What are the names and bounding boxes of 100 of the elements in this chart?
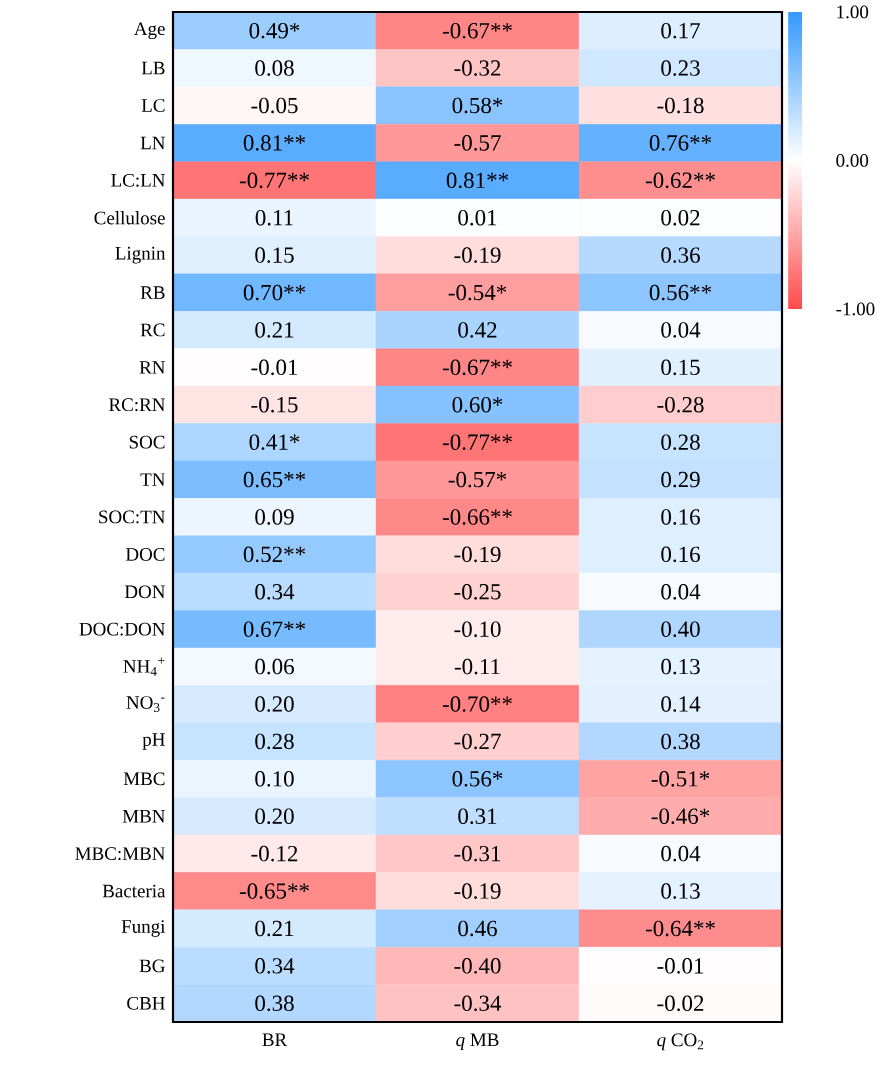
data-label: 0.04 (661, 322, 701, 338)
data-label: 0.16 (661, 546, 700, 563)
data-label: -0.32 (454, 60, 501, 76)
data-label: 0.41* (249, 434, 300, 450)
data-label: -0.15 (251, 396, 298, 413)
data-label: -0.77** (442, 434, 512, 450)
y-tick-label: Bacteria (102, 884, 166, 898)
data-label: 0.06 (255, 658, 294, 675)
data-label: -0.19 (454, 883, 501, 899)
data-label: 0.36 (661, 247, 700, 263)
data-label: 0.46 (458, 920, 497, 937)
data-label: -0.25 (454, 584, 501, 600)
y-tick-label: DON (124, 585, 166, 599)
y-tick-label: NH$_{4}$+ (123, 657, 165, 676)
data-label: 0.20 (255, 808, 294, 825)
data-label: -0.65** (239, 883, 309, 899)
data-label: -0.27 (454, 733, 501, 750)
data-label: -0.18 (657, 97, 704, 114)
data-label: 0.08 (255, 60, 294, 76)
data-label: -0.01 (657, 958, 704, 974)
data-label: 0.34 (255, 584, 295, 600)
x-tick-label: q MB (456, 1033, 499, 1051)
data-label: -0.51* (651, 771, 710, 787)
data-label: 0.81** (446, 172, 509, 189)
y-tick-label: MBN (122, 810, 166, 823)
color-bar-label: -1.00 (836, 302, 875, 316)
data-label: -0.02 (657, 995, 704, 1012)
y-tick-label: Cellulose (94, 211, 165, 225)
data-label: -0.57* (448, 471, 507, 488)
data-label: 0.52** (243, 546, 306, 563)
data-label: 0.21 (255, 920, 294, 937)
y-tick-label: BG (139, 959, 165, 973)
data-label: 0.10 (255, 771, 294, 787)
y-tick-label: Lignin (115, 246, 166, 264)
data-label: 0.28 (661, 434, 700, 450)
y-tick-label: CBH (127, 996, 165, 1010)
data-label: 0.42 (458, 322, 497, 338)
data-label: 0.21 (255, 322, 294, 338)
data-label: -0.40 (454, 958, 501, 974)
y-tick-label: Age (134, 22, 165, 40)
y-tick-label: SOC (129, 435, 165, 449)
data-label: -0.54* (448, 284, 507, 301)
y-tick-label: LC (141, 99, 165, 112)
data-label: -0.19 (454, 546, 501, 563)
y-tick-label: MBC (123, 772, 165, 786)
data-label: 0.49* (249, 22, 300, 39)
data-label: 0.11 (255, 209, 293, 226)
data-label: -0.64** (645, 920, 715, 937)
data-label: 0.40 (661, 621, 700, 638)
y-tick-label: pH (142, 733, 165, 750)
data-label: -0.57 (454, 135, 501, 151)
data-label: -0.70** (442, 696, 512, 712)
y-tick-label: Fungi (121, 920, 166, 937)
data-label: 0.56* (452, 771, 503, 787)
data-label: -0.34 (454, 995, 502, 1012)
data-label: 0.56** (649, 284, 712, 301)
data-label: 0.34 (255, 958, 295, 974)
y-tick-label: NO$_{3}$- (126, 696, 165, 712)
data-label: -0.62** (645, 172, 715, 189)
data-label: -0.67** (442, 22, 512, 39)
y-tick-label: LC:LN (111, 173, 166, 187)
data-label: 0.13 (661, 658, 700, 675)
data-label: -0.67** (442, 359, 512, 376)
data-label: 0.13 (661, 883, 700, 899)
data-label: 0.15 (255, 247, 294, 263)
y-tick-label: MBC:MBN (75, 847, 166, 861)
color-bar-label: 0.00 (836, 154, 869, 167)
data-label: -0.10 (454, 621, 501, 638)
x-tick-label: BR (262, 1033, 288, 1047)
data-label: 0.15 (661, 359, 700, 376)
data-label: -0.01 (251, 359, 298, 376)
y-tick-label: DOC:DON (79, 622, 166, 636)
data-label: -0.66** (442, 509, 512, 525)
data-label: 0.23 (661, 60, 700, 76)
data-label: 0.17 (661, 22, 700, 39)
y-tick-label: LN (140, 136, 166, 150)
data-label: 0.04 (661, 845, 701, 862)
data-label: 0.04 (661, 584, 701, 600)
y-tick-label: RC:RN (109, 398, 166, 412)
data-label: 0.09 (255, 509, 294, 525)
data-label: 0.38 (661, 733, 700, 750)
x-tick-label: q CO$_{2}$ (657, 1033, 704, 1051)
data-label: 0.02 (661, 209, 700, 226)
data-label: 0.65** (243, 471, 306, 488)
y-tick-label: SOC:TN (99, 510, 166, 524)
color-bar-label: 1.00 (837, 5, 869, 19)
data-label: 0.31 (458, 808, 497, 825)
data-label: 0.58* (452, 97, 503, 114)
y-tick-label: RC (140, 323, 165, 337)
data-label: 0.70** (243, 284, 306, 301)
data-label: 0.29 (661, 471, 700, 488)
y-tick-label: LB (141, 61, 165, 75)
data-label: 0.28 (255, 733, 294, 750)
data-label: -0.11 (454, 658, 500, 675)
data-label: -0.28 (657, 396, 704, 413)
data-label: 0.67** (243, 621, 306, 638)
y-tick-label: RB (140, 286, 165, 299)
data-label: -0.46* (651, 808, 710, 825)
data-label: 0.81** (243, 135, 306, 151)
data-label: 0.14 (661, 696, 701, 712)
